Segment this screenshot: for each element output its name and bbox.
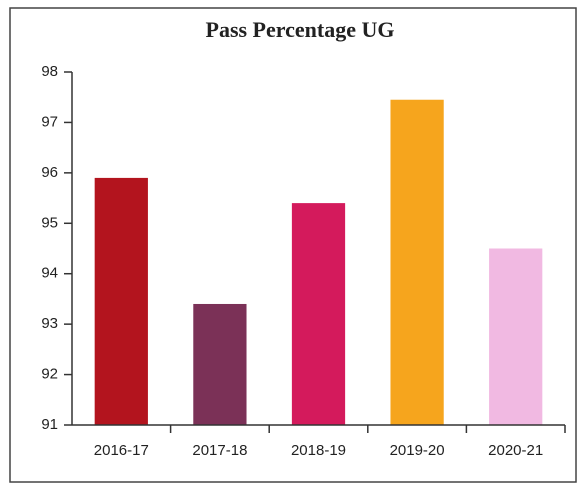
bar <box>291 203 346 425</box>
y-tick-label: 94 <box>41 265 58 282</box>
x-tick-label: 2016-17 <box>94 442 149 459</box>
x-tick-label: 2018-19 <box>291 442 346 459</box>
y-tick-label: 92 <box>41 366 58 383</box>
bar <box>390 99 444 425</box>
y-tick-label: 95 <box>41 214 58 231</box>
y-tick-label: 97 <box>41 113 58 130</box>
frame <box>9 7 577 483</box>
y-tick-label: 93 <box>41 315 58 332</box>
x-tick-label: 2019-20 <box>390 442 445 459</box>
bar <box>94 177 148 425</box>
bar <box>489 248 543 425</box>
y-tick-label: 98 <box>41 63 58 80</box>
x-tick-label: 2020-21 <box>488 442 543 459</box>
y-tick-label: 91 <box>41 416 58 433</box>
bar <box>193 303 247 425</box>
x-tick-label: 2017-18 <box>192 442 247 459</box>
y-tick-label: 96 <box>41 164 58 181</box>
chart-title: Pass Percentage UG <box>206 17 395 42</box>
